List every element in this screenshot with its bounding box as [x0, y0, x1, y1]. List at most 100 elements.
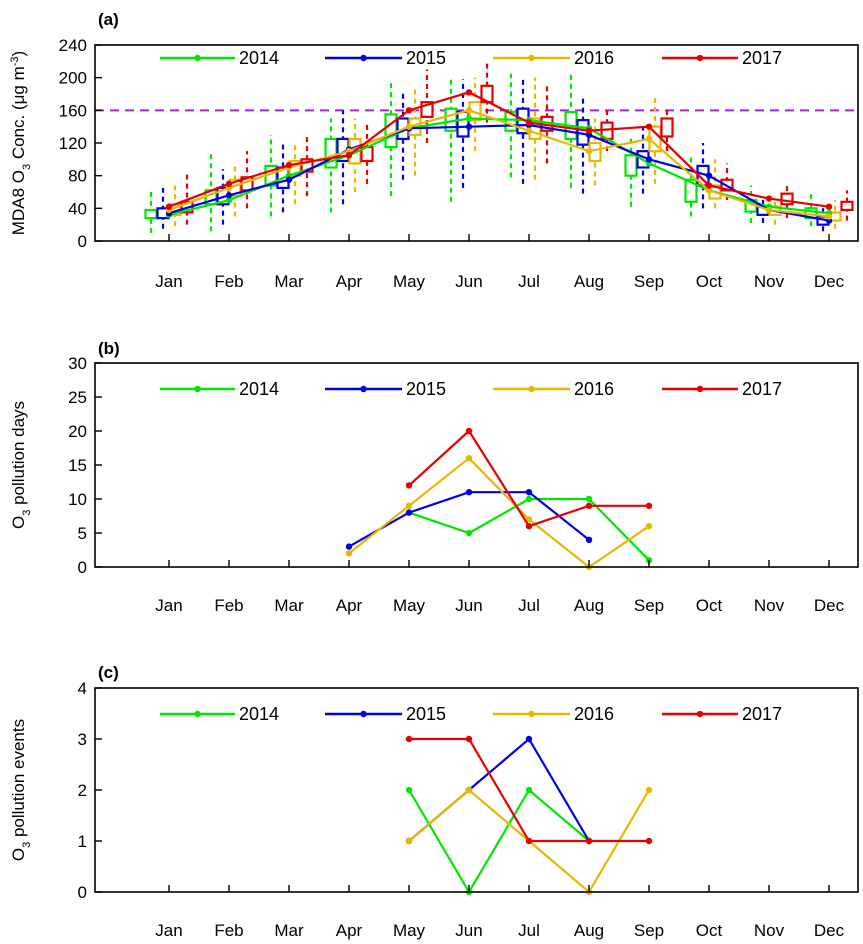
y-tick-label: 25 [68, 388, 87, 407]
data-point-2016 [525, 127, 533, 134]
x-tick-label: Jan [155, 596, 182, 615]
data-point-2017 [645, 123, 653, 130]
box-iqr [420, 101, 434, 118]
data-point-2016 [765, 206, 773, 214]
legend-label-2015: 2015 [406, 48, 446, 68]
x-tick-label: Sep [634, 272, 664, 291]
data-point-2017 [645, 837, 653, 845]
box-iqr [456, 110, 470, 138]
legend-label-2014: 2014 [239, 379, 279, 399]
legend-label-2016: 2016 [574, 48, 614, 68]
ylabel-part: -3 [9, 56, 21, 66]
x-tick-label: Sep [634, 596, 664, 615]
panel-c: 0 1 2 3 4 Jan Feb Mar Apr May Jun Jul Aug Sep Oct Nov De… [9, 663, 859, 940]
panel-a: 0 40 80 120 160 200 240 Jan Feb Mar Apr May Jun Jul Au… [9, 10, 859, 291]
data-point-2017 [525, 523, 533, 530]
x-tick-label: Oct [696, 921, 723, 940]
ylabel-part: 3 [21, 510, 33, 516]
x-tick-label: May [393, 921, 426, 940]
data-point-2014 [465, 115, 473, 122]
box-iqr [624, 154, 638, 177]
ylabel-part: 3 [21, 164, 33, 170]
data-point-2017 [585, 502, 593, 509]
data-point-2017 [585, 837, 593, 845]
data-point-2015 [705, 172, 713, 179]
data-point-2017 [165, 203, 173, 210]
data-point-2014 [225, 196, 233, 204]
data-point-2015 [345, 543, 353, 550]
series-line-2017 [168, 91, 830, 208]
legend-label-2016: 2016 [574, 379, 614, 399]
data-point-2014 [525, 786, 533, 794]
data-point-2016 [645, 135, 653, 143]
box-iqr [780, 192, 794, 206]
data-point-2014 [525, 495, 533, 503]
data-point-2015 [645, 156, 653, 163]
y-tick-label: 80 [68, 167, 87, 186]
data-point-2016 [405, 837, 413, 845]
data-point-2017 [405, 482, 413, 489]
x-tick-label: Sep [634, 921, 664, 940]
panel-label: (a) [98, 10, 119, 29]
data-point-2016 [465, 107, 473, 114]
y-axis-label: O3 pollution days [9, 401, 33, 529]
x-tick-label: Apr [336, 921, 363, 940]
ylabel-part: pollution days [9, 401, 28, 510]
y-tick-label: 2 [78, 781, 87, 800]
x-tick-label: Feb [214, 272, 243, 291]
data-point-2016 [405, 502, 413, 509]
legend-marker-2014 [194, 385, 201, 393]
data-point-2017 [345, 152, 353, 159]
x-tick-label: Dec [814, 596, 845, 615]
series-line-2014 [408, 788, 590, 895]
series-line-2016 [168, 109, 830, 218]
x-tick-label: Jan [155, 272, 182, 291]
legend-marker-2014 [194, 710, 201, 718]
legend-label-2015: 2015 [406, 704, 446, 724]
data-point-2016 [465, 455, 473, 462]
x-tick-label: Jan [155, 921, 182, 940]
data-point-2016 [405, 123, 413, 130]
panel-label: (c) [98, 663, 119, 682]
data-point-2017 [705, 182, 713, 189]
box-iqr [840, 200, 854, 212]
y-tick-label: 15 [68, 456, 87, 475]
x-tick-label: Aug [574, 272, 604, 291]
data-point-2016 [585, 147, 593, 155]
x-tick-label: Dec [814, 921, 845, 940]
data-point-2015 [525, 735, 533, 743]
legend-label-2014: 2014 [239, 704, 279, 724]
data-point-2017 [525, 119, 533, 126]
legend-marker-2015 [360, 385, 367, 393]
data-point-2017 [765, 195, 773, 202]
x-tick-label: Jul [518, 921, 540, 940]
data-point-2015 [405, 509, 413, 516]
y-tick-label: 3 [78, 730, 87, 749]
legend-marker-2017 [696, 54, 704, 62]
data-point-2016 [345, 550, 353, 557]
data-point-2015 [585, 536, 593, 543]
legend-marker-2017 [696, 710, 704, 718]
x-tick-label: Jul [518, 272, 540, 291]
x-tick-label: Oct [696, 596, 723, 615]
x-tick-label: Jun [455, 921, 482, 940]
x-tick-label: Apr [336, 272, 363, 291]
x-tick-label: Nov [754, 272, 785, 291]
data-point-2017 [405, 735, 413, 743]
data-point-2016 [825, 213, 833, 220]
data-point-2017 [285, 161, 293, 169]
legend-label-2014: 2014 [239, 48, 279, 68]
legend: 2014 2015 2016 2017 [160, 48, 782, 68]
x-tick-label: Dec [814, 272, 845, 291]
legend-marker-2015 [360, 54, 367, 62]
series-line-2016 [348, 456, 650, 569]
box-iqr [384, 113, 398, 149]
y-tick-label: 1 [78, 832, 87, 851]
ylabel-part: ) [9, 51, 28, 57]
data-point-2015 [525, 489, 533, 496]
data-point-2017 [225, 180, 233, 188]
x-tick-label: Mar [274, 921, 304, 940]
data-point-2017 [465, 735, 473, 743]
series-line-2015 [168, 123, 830, 222]
